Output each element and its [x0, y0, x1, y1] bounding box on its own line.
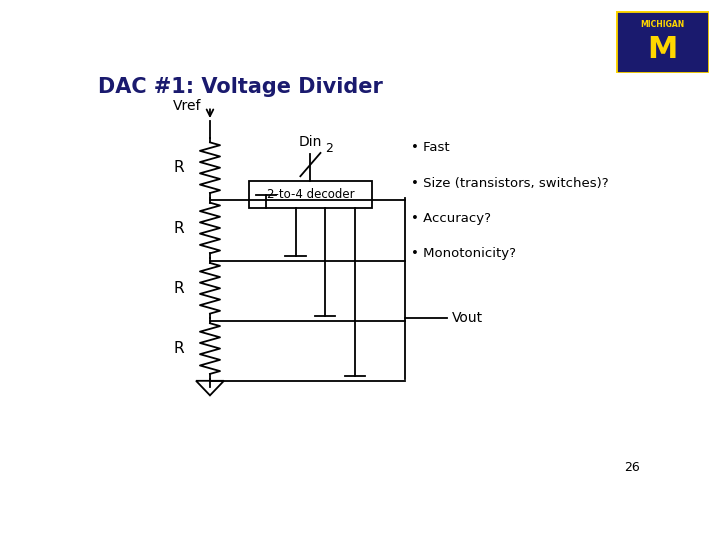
Text: M: M	[647, 35, 678, 64]
Text: MICHIGAN: MICHIGAN	[640, 20, 685, 29]
Text: 26: 26	[624, 461, 639, 474]
Bar	[249, 181, 372, 208]
Text: Vout: Vout	[451, 312, 482, 326]
Text: Vref: Vref	[173, 99, 202, 113]
Text: • Size (transistors, switches)?: • Size (transistors, switches)?	[411, 177, 608, 190]
Text: R: R	[174, 160, 184, 175]
FancyBboxPatch shape	[616, 11, 709, 73]
Text: R: R	[174, 281, 184, 296]
Text: • Fast: • Fast	[411, 141, 449, 154]
Text: Din: Din	[299, 135, 322, 149]
Text: R: R	[174, 220, 184, 235]
Text: DAC #1: Voltage Divider: DAC #1: Voltage Divider	[99, 77, 383, 97]
Text: 2-to-4 decoder: 2-to-4 decoder	[266, 188, 354, 201]
Text: • Accuracy?: • Accuracy?	[411, 212, 491, 225]
Text: • Monotonicity?: • Monotonicity?	[411, 247, 516, 260]
Text: R: R	[174, 341, 184, 356]
Text: 2: 2	[325, 142, 333, 155]
